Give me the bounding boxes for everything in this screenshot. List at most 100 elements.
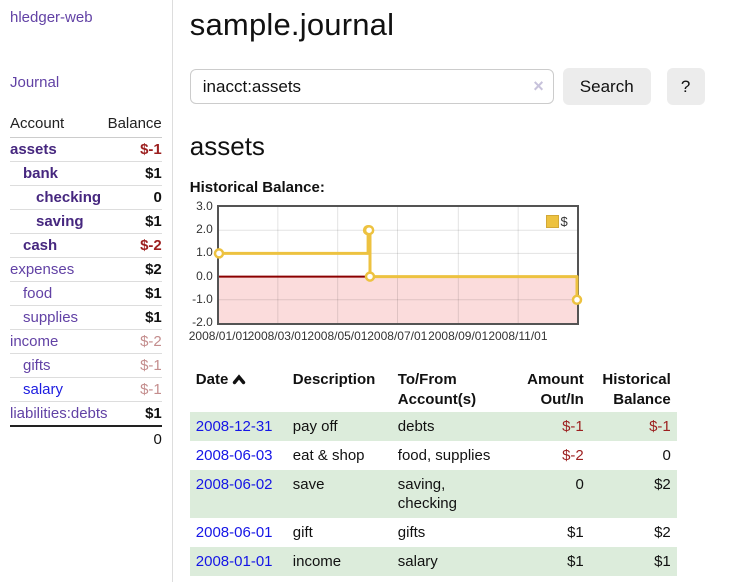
brand-link[interactable]: hledger-web — [10, 9, 93, 26]
account-row: income $-2 — [10, 329, 162, 354]
transaction-date-link[interactable]: 2008-01-01 — [195, 553, 273, 570]
transaction-date-cell: 2008-01-01 — [190, 547, 287, 576]
sidebar-account-link[interactable]: food — [23, 285, 53, 302]
register-row: 2008-12-31 pay off debts $-1 $-1 — [189, 412, 677, 441]
transaction-balance: $1 — [654, 553, 671, 570]
register-column-header-to/from: To/From Account(s) — [397, 371, 477, 408]
account-balance: $-2 — [107, 329, 162, 354]
transaction-date-link[interactable]: 2008-06-03 — [195, 447, 273, 464]
x-axis-tick-label: 2008/03/01 — [247, 329, 308, 343]
y-axis-tick-label: -1.0 — [192, 291, 213, 306]
transaction-balance: $2 — [654, 524, 671, 541]
account-balance: $1 — [107, 401, 162, 427]
y-axis-tick-label: 2.0 — [196, 222, 213, 237]
account-name-cell: checking — [10, 185, 108, 210]
transaction-balance: $2 — [654, 476, 671, 493]
account-total-value: 0 — [153, 431, 162, 448]
sort-asc-icon — [232, 371, 246, 391]
sidebar-item-journal[interactable]: Journal — [10, 74, 60, 91]
search-bar: × Search ? — [189, 68, 742, 105]
sidebar-account-link[interactable]: expenses — [10, 261, 75, 278]
sidebar: hledger-web Journal Account Balance asse… — [0, 0, 173, 582]
transaction-description: income — [292, 553, 342, 570]
transaction-date-link[interactable]: 2008-06-01 — [195, 524, 273, 541]
transaction-accounts: debts — [397, 418, 435, 435]
account-balance: $2 — [107, 257, 162, 282]
sidebar-account-link[interactable]: liabilities:debts — [10, 405, 108, 422]
account-row: expenses $2 — [10, 257, 162, 282]
register-column-header-historical: Historical Balance — [602, 371, 671, 408]
register-column-header-date[interactable]: Date — [190, 367, 287, 412]
sidebar-account-link[interactable]: income — [10, 333, 59, 350]
register-column-header-amount: Amount Out/In — [527, 371, 584, 408]
account-balance: $1 — [107, 161, 162, 186]
sidebar-account-link[interactable]: checking — [36, 189, 102, 206]
register-row: 2008-06-01 gift gifts $1 $2 — [190, 518, 677, 547]
sidebar-account-link[interactable]: supplies — [23, 309, 79, 326]
x-axis-tick-label: 2008/09/01 — [428, 329, 489, 343]
account-balance: $-1 — [107, 353, 162, 378]
account-name-cell: assets — [10, 137, 108, 162]
transaction-date-cell: 2008-12-31 — [190, 412, 287, 441]
y-axis-tick-label: -2.0 — [192, 315, 213, 329]
sidebar-account-link[interactable]: salary — [23, 381, 64, 398]
account-row: cash $-2 — [10, 233, 162, 258]
account-row: bank $1 — [10, 161, 162, 186]
account-balance: $1 — [107, 281, 162, 306]
x-axis-tick-label: 2008/07/01 — [367, 329, 428, 343]
balance-chart: $ 3.0 2.0 1.0 0.0 -1.0 -2.0 2008/01/01 2008/03/… — [189, 199, 742, 345]
transaction-accounts: food, supplies — [397, 447, 491, 464]
account-name-cell: liabilities:debts — [10, 401, 108, 427]
transaction-amount: $-2 — [562, 447, 584, 464]
legend-label: $ — [560, 214, 568, 229]
transaction-date-link[interactable]: 2008-12-31 — [195, 418, 273, 435]
sidebar-account-link[interactable]: saving — [36, 213, 84, 230]
chart-section-heading: Historical Balance: — [189, 179, 325, 196]
account-row: checking 0 — [10, 185, 162, 210]
transaction-description: pay off — [292, 418, 338, 435]
account-balance: $1 — [107, 209, 162, 234]
sidebar-account-link[interactable]: bank — [23, 165, 59, 182]
x-axis-tick-label: 2008/11/01 — [488, 329, 548, 343]
clear-search-icon[interactable]: × — [533, 76, 544, 96]
page-title: sample.journal — [189, 7, 395, 42]
account-name-cell: food — [10, 281, 108, 306]
account-balance: 0 — [107, 185, 162, 210]
transaction-date-link[interactable]: 2008-06-02 — [195, 476, 273, 493]
account-row: liabilities:debts $1 — [10, 401, 162, 427]
chart-canvas — [213, 207, 583, 323]
account-row: saving $1 — [10, 209, 162, 234]
x-axis-tick-label: 2008/05/01 — [307, 329, 368, 343]
account-name-cell: bank — [10, 161, 108, 186]
search-input[interactable] — [189, 69, 554, 104]
help-button[interactable]: ? — [666, 68, 705, 105]
register-column-header-description: Description — [292, 371, 376, 388]
account-name-cell: expenses — [10, 257, 108, 282]
register-body: 2008-12-31 pay off debts $-1 $-1 2008-06-03 ea… — [189, 412, 677, 576]
account-balance: $-2 — [107, 233, 162, 258]
account-total-row: 0 — [10, 426, 162, 451]
transaction-accounts: saving, checking — [397, 476, 457, 512]
transaction-amount: $-1 — [562, 418, 584, 435]
transaction-date-cell: 2008-06-02 — [190, 470, 287, 518]
y-axis-tick-label: 3.0 — [196, 199, 213, 213]
account-column-header: Account — [10, 113, 108, 138]
transaction-description: eat & shop — [292, 447, 365, 464]
transaction-accounts: gifts — [397, 524, 426, 541]
transaction-amount: $1 — [567, 553, 584, 570]
account-balance: $-1 — [107, 137, 162, 162]
sidebar-account-link[interactable]: gifts — [23, 357, 51, 374]
total-spacer — [10, 426, 108, 451]
legend-swatch-icon — [545, 215, 559, 228]
y-axis-tick-label: 0.0 — [196, 268, 213, 283]
account-name-cell: gifts — [10, 353, 108, 378]
account-balance: $-1 — [107, 377, 162, 402]
account-name-cell: saving — [10, 209, 108, 234]
sidebar-account-link[interactable]: cash — [23, 237, 58, 254]
transaction-date-cell: 2008-06-01 — [190, 518, 287, 547]
search-button[interactable]: Search — [562, 68, 651, 105]
sidebar-account-link[interactable]: assets — [10, 141, 57, 158]
balance-column-header: Balance — [107, 113, 162, 138]
register-table: Date Description To/From Account(s) Amount … — [189, 367, 677, 576]
register-row: 2008-01-01 income salary $1 $1 — [189, 547, 677, 576]
